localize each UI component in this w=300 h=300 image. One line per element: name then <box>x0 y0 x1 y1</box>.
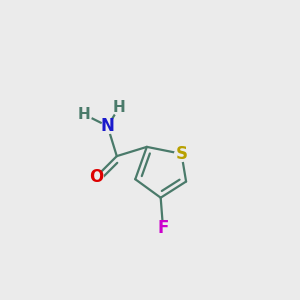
Text: S: S <box>176 145 188 163</box>
Text: N: N <box>100 117 115 135</box>
Text: O: O <box>89 168 103 186</box>
Text: H: H <box>113 100 125 115</box>
Text: F: F <box>157 219 169 237</box>
Text: H: H <box>78 107 91 122</box>
